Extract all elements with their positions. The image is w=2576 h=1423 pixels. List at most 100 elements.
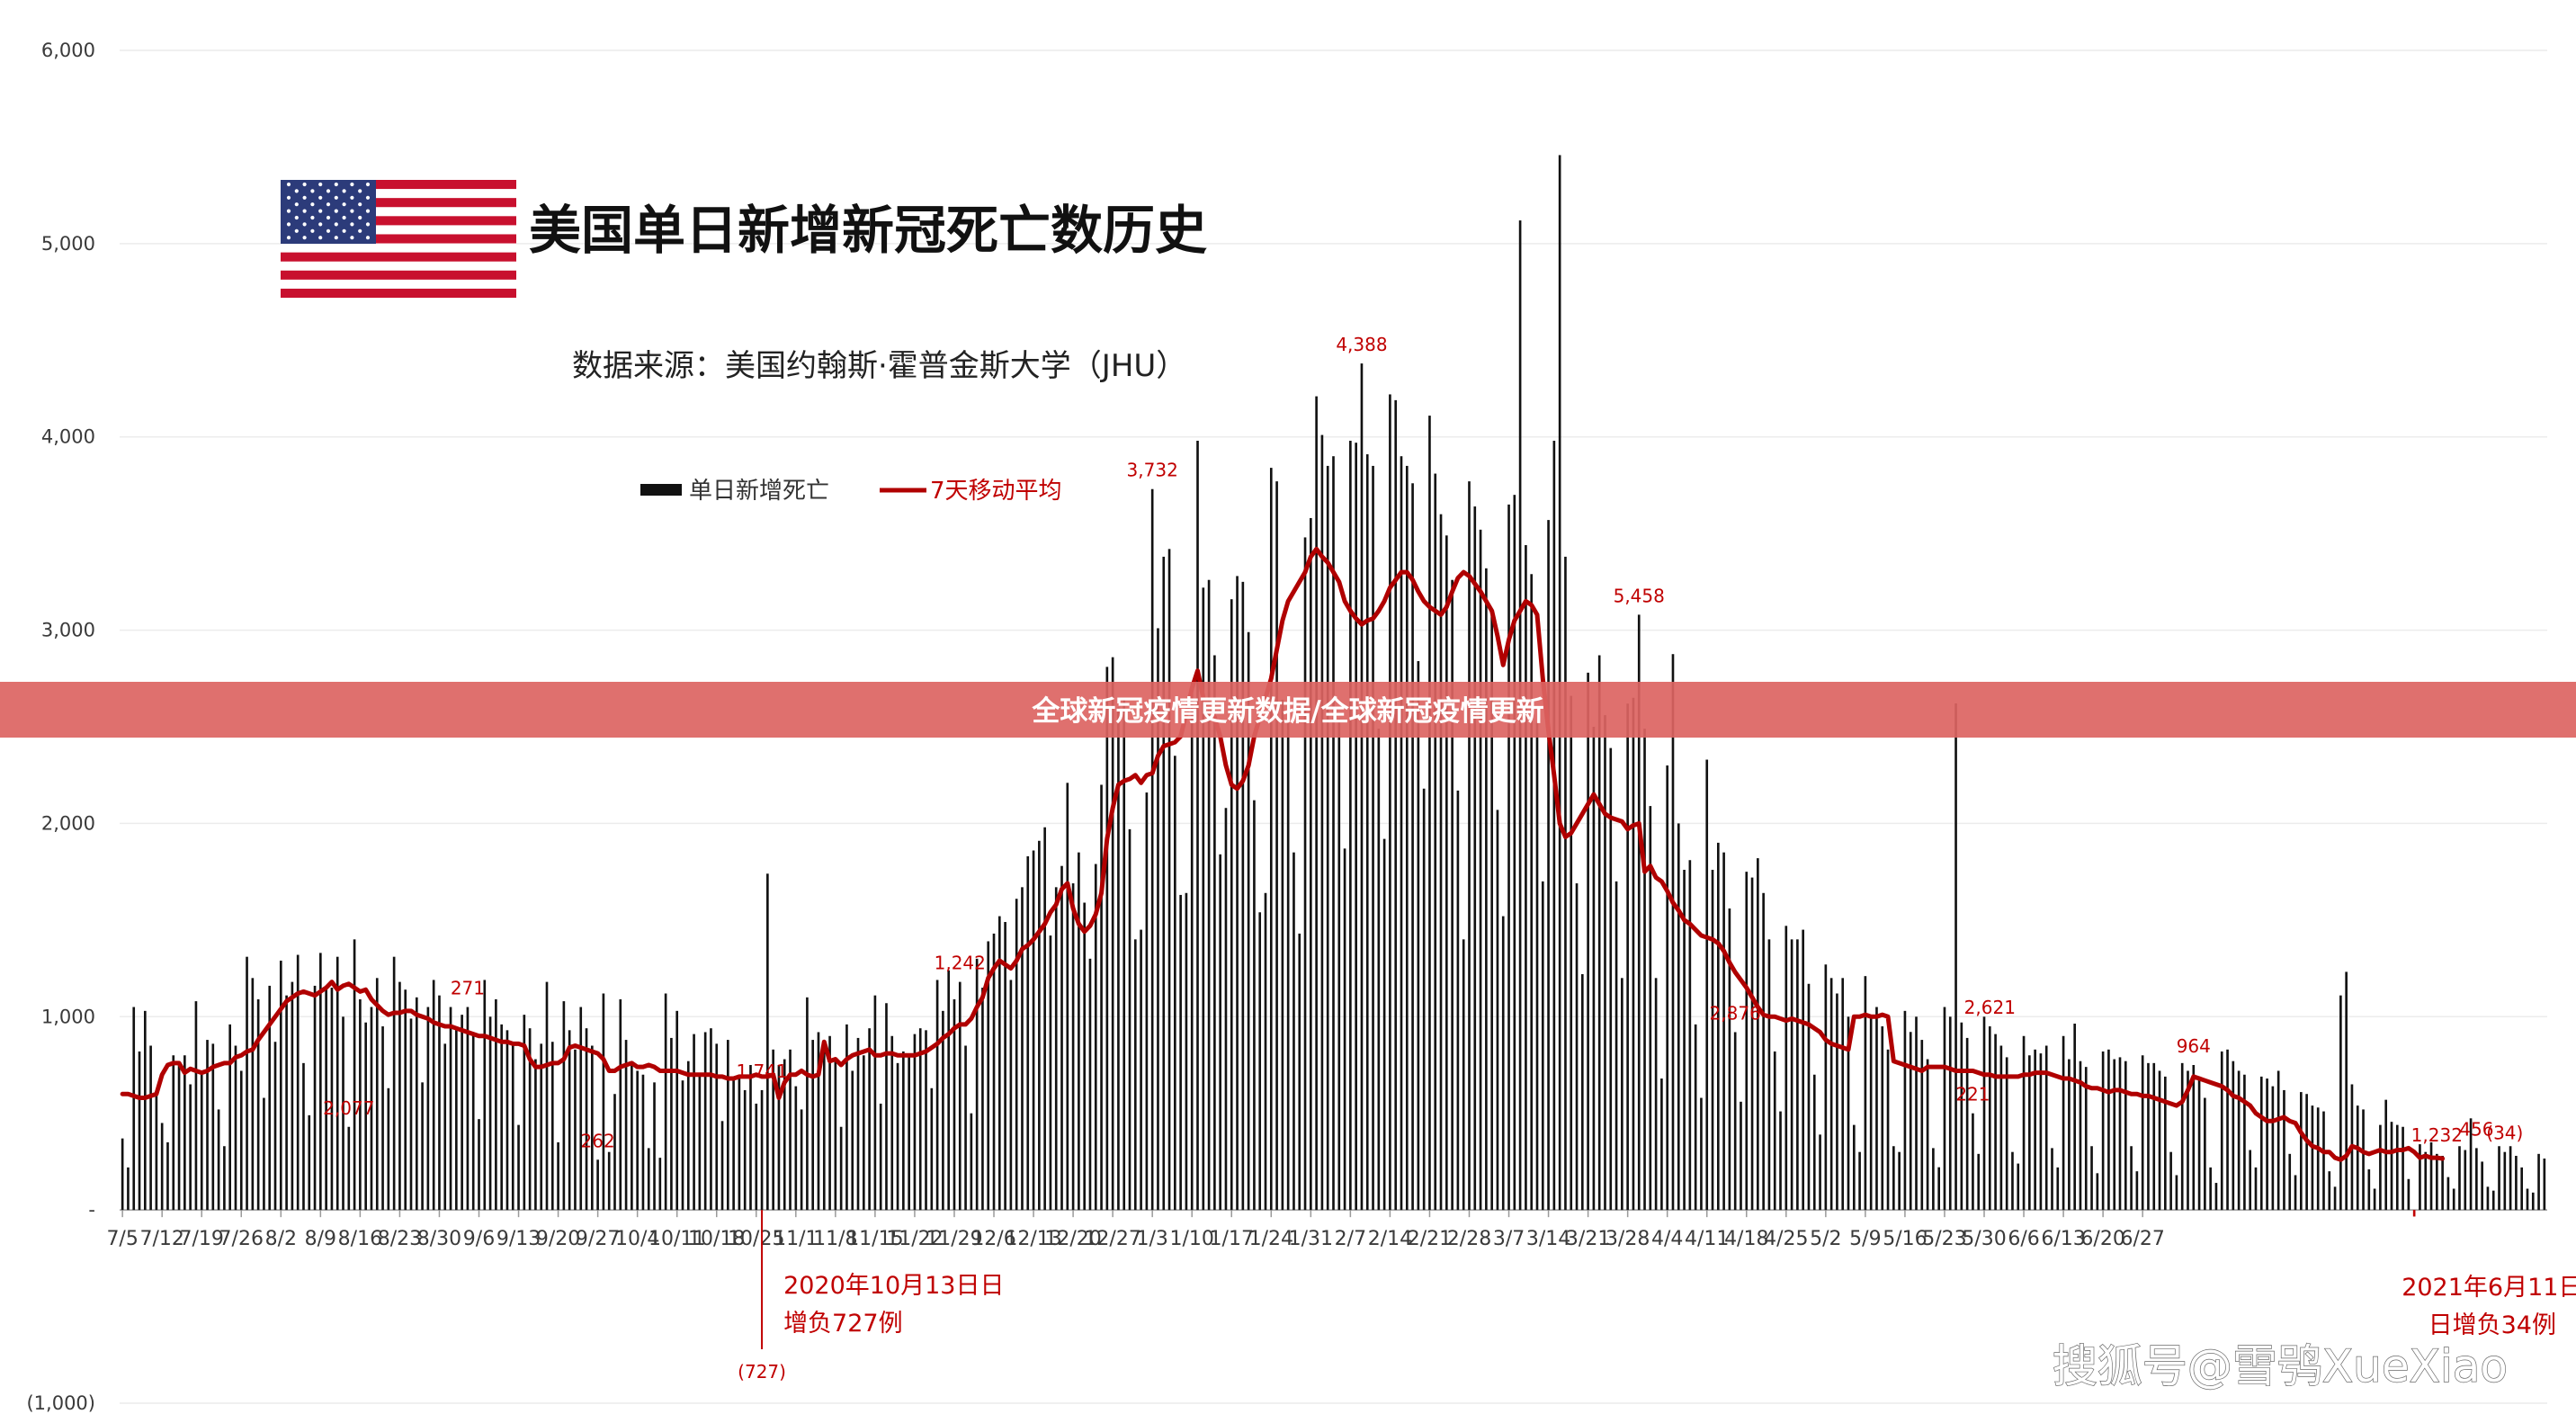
daily-death-bar bbox=[1439, 514, 1443, 1211]
daily-death-bar bbox=[1405, 465, 1409, 1211]
daily-death-bar bbox=[1915, 1016, 1918, 1211]
daily-death-bar bbox=[1626, 703, 1629, 1211]
daily-death-bar bbox=[2469, 1118, 2473, 1211]
flag-stripe bbox=[281, 234, 516, 244]
daily-death-bar bbox=[1490, 614, 1493, 1211]
daily-death-bar bbox=[1513, 495, 1516, 1211]
daily-death-bar bbox=[1224, 808, 1228, 1211]
flag-star bbox=[350, 209, 354, 213]
daily-death-bar bbox=[641, 1074, 645, 1211]
daily-death-bar bbox=[2491, 1190, 2495, 1211]
daily-death-bar bbox=[1541, 881, 1544, 1211]
daily-death-bar bbox=[698, 1074, 702, 1211]
daily-death-bar bbox=[2276, 1070, 2280, 1211]
daily-death-bar bbox=[766, 873, 769, 1211]
daily-death-bar bbox=[1026, 855, 1030, 1211]
daily-death-bar bbox=[1643, 729, 1646, 1211]
daily-death-bar bbox=[1111, 657, 1114, 1211]
flag-star bbox=[342, 215, 346, 220]
flag-star bbox=[318, 182, 323, 187]
flag-star bbox=[358, 215, 362, 220]
daily-death-bar bbox=[670, 1037, 673, 1211]
daily-death-bar bbox=[1038, 840, 1041, 1211]
x-tick-label: 8/9 bbox=[305, 1228, 336, 1250]
daily-death-bar bbox=[505, 1030, 509, 1211]
chart-subtitle: 数据来源：美国约翰斯·霍普金斯大学（JHU） bbox=[572, 348, 1186, 384]
daily-death-bar bbox=[449, 1007, 452, 1211]
x-tick-label: 4/25 bbox=[1764, 1228, 1808, 1250]
daily-death-bar bbox=[1892, 1146, 1895, 1211]
daily-death-bar bbox=[1060, 865, 1063, 1211]
daily-death-bar bbox=[2458, 1146, 2461, 1211]
daily-death-bar bbox=[568, 1030, 571, 1211]
daily-death-bar bbox=[228, 1024, 231, 1211]
daily-death-bar bbox=[534, 1059, 537, 1211]
daily-death-bar bbox=[794, 1086, 798, 1211]
daily-death-bar bbox=[342, 1016, 344, 1211]
peak-label: 474 bbox=[2538, 0, 2572, 4]
daily-death-bar bbox=[749, 1065, 752, 1211]
flag-stripe bbox=[281, 198, 516, 208]
x-tick-label: 1/3 bbox=[1136, 1228, 1167, 1250]
daily-death-bar bbox=[772, 1049, 774, 1211]
flag-star bbox=[365, 236, 371, 240]
flag-stripes bbox=[281, 180, 516, 298]
flag-star bbox=[310, 189, 315, 193]
daily-death-bar bbox=[2204, 1097, 2206, 1211]
daily-death-bar bbox=[1564, 556, 1567, 1211]
daily-death-bar bbox=[1298, 933, 1301, 1211]
daily-death-bar bbox=[970, 1113, 973, 1211]
daily-death-bar bbox=[1694, 1024, 1697, 1211]
daily-death-bar bbox=[1597, 655, 1601, 1211]
daily-death-bar bbox=[2044, 1045, 2048, 1211]
daily-death-bar bbox=[392, 956, 396, 1211]
daily-death-bar bbox=[1292, 852, 1295, 1211]
daily-death-bar bbox=[279, 960, 282, 1211]
daily-death-bar bbox=[1241, 581, 1245, 1211]
daily-death-bar bbox=[2084, 1067, 2088, 1211]
x-tick-label: 5/16 bbox=[1883, 1228, 1927, 1250]
daily-death-bar bbox=[1123, 699, 1126, 1211]
flag-star bbox=[342, 228, 346, 233]
daily-death-bar bbox=[2130, 1146, 2133, 1211]
daily-death-bar bbox=[121, 1138, 124, 1211]
x-tick-label: 2/14 bbox=[1368, 1228, 1412, 1250]
daily-death-bar bbox=[1819, 1134, 1821, 1211]
legend-item-bars: 单日新增死亡 bbox=[689, 478, 829, 505]
daily-death-bar bbox=[2113, 1059, 2116, 1211]
daily-death-bar bbox=[302, 1062, 305, 1211]
daily-death-bar bbox=[2068, 1059, 2071, 1211]
daily-death-bar bbox=[2345, 971, 2348, 1211]
flag-star bbox=[350, 195, 354, 200]
y-tick-label: - bbox=[88, 1199, 95, 1221]
daily-death-bar bbox=[1479, 529, 1482, 1211]
daily-death-bar bbox=[370, 1007, 373, 1211]
flag-star bbox=[326, 215, 331, 220]
daily-death-bar bbox=[710, 1028, 712, 1211]
x-tick-label: 9/27 bbox=[576, 1228, 620, 1250]
daily-death-bar bbox=[591, 1045, 594, 1211]
daily-death-bar bbox=[1417, 660, 1420, 1211]
daily-death-bar bbox=[2237, 1070, 2241, 1211]
flag-star bbox=[334, 182, 338, 187]
flag-star bbox=[318, 222, 323, 227]
flag-stripe bbox=[281, 180, 516, 190]
flag-star bbox=[342, 202, 346, 207]
daily-death-bar bbox=[1088, 958, 1092, 1211]
daily-death-bar bbox=[2005, 1057, 2008, 1211]
daily-death-bar bbox=[2407, 1178, 2411, 1211]
daily-death-bar bbox=[1434, 473, 1437, 1211]
flag-star bbox=[365, 182, 371, 187]
x-tick-label: 8/23 bbox=[378, 1228, 422, 1250]
daily-death-bar bbox=[1326, 465, 1329, 1211]
daily-death-bar bbox=[2073, 1024, 2076, 1211]
daily-death-bar bbox=[263, 1097, 265, 1211]
daily-death-bars bbox=[121, 155, 2546, 1217]
daily-death-bar bbox=[1083, 902, 1086, 1211]
daily-death-bar bbox=[2328, 1171, 2331, 1211]
daily-death-bar bbox=[2158, 1070, 2161, 1211]
daily-death-bar bbox=[206, 1040, 209, 1211]
daily-death-bar bbox=[1711, 869, 1714, 1211]
daily-death-bar bbox=[1332, 456, 1335, 1211]
daily-death-bar bbox=[1750, 877, 1754, 1211]
